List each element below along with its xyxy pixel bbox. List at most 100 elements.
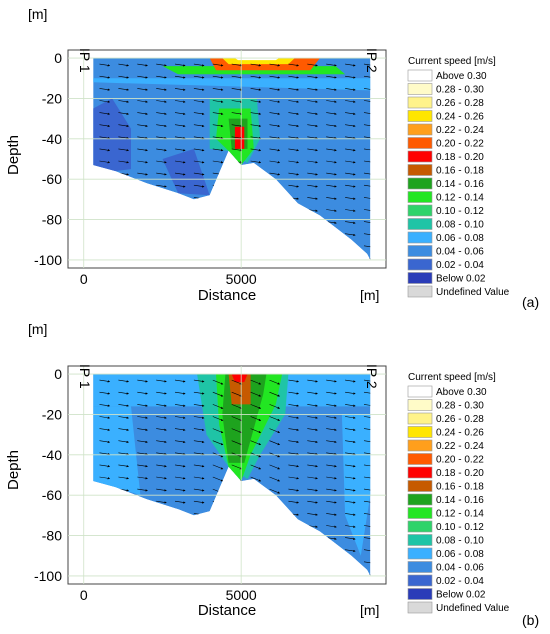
- velocity-arrow: [174, 75, 186, 79]
- speed-field: [93, 58, 371, 260]
- legend-entry-label: 0.04 - 0.06: [436, 563, 484, 574]
- legend-entry-label: 0.08 - 0.10: [436, 220, 484, 231]
- velocity-arrow: [345, 233, 356, 237]
- legend-swatch: [407, 245, 433, 257]
- velocity-arrow: [326, 416, 337, 419]
- x-tick-label: 0: [80, 587, 88, 603]
- velocity-arrow: [99, 75, 111, 79]
- velocity-arrow: [307, 184, 318, 188]
- velocity-arrow: [326, 464, 337, 468]
- legend-entry-label: Undefined Value: [436, 287, 510, 298]
- legend-swatch: [407, 204, 433, 217]
- velocity-arrow: [99, 391, 111, 395]
- velocity-arrow: [288, 124, 299, 128]
- velocity-arrow: [193, 416, 205, 419]
- velocity-arrow: [307, 476, 318, 480]
- velocity-arrow: [269, 100, 281, 103]
- legend-entry-label: 0.22 - 0.24: [436, 125, 484, 136]
- velocity-arrow: [118, 75, 129, 79]
- velocity-arrow: [156, 500, 167, 504]
- velocity-arrow: [345, 513, 356, 516]
- velocity-arrow: [326, 88, 337, 91]
- velocity-arrow: [345, 379, 356, 383]
- velocity-arrow: [231, 391, 243, 397]
- velocity-arrow: [307, 136, 318, 140]
- velocity-arrow: [137, 428, 148, 432]
- velocity-arrow: [269, 379, 281, 385]
- velocity-arrow: [156, 488, 167, 492]
- x-tick-label: 5000: [226, 271, 257, 287]
- velocity-arrow: [250, 136, 262, 140]
- legend-entry-label: Below 0.02: [436, 274, 486, 285]
- velocity-arrow: [326, 124, 337, 128]
- y-tick-label: 0: [54, 50, 62, 66]
- velocity-arrow: [269, 172, 281, 176]
- velocity-arrow: [212, 416, 224, 421]
- speed-zone: [93, 406, 141, 496]
- velocity-arrow: [307, 112, 318, 116]
- x-axis-label: Distance: [198, 602, 256, 619]
- velocity-arrow: [118, 440, 129, 444]
- velocity-arrow: [193, 75, 205, 79]
- velocity-arrow: [174, 172, 186, 176]
- legend-entry-label: 0.12 - 0.14: [436, 193, 484, 204]
- legend-entry-label: 0.06 - 0.08: [436, 233, 484, 244]
- velocity-arrow: [363, 75, 371, 78]
- velocity-arrow: [326, 440, 337, 444]
- legend-entry-label: Above 0.30: [436, 71, 487, 82]
- speed-zone: [93, 78, 371, 91]
- velocity-arrow: [212, 100, 224, 103]
- velocity-arrow: [231, 148, 243, 152]
- velocity-arrow: [137, 100, 148, 103]
- velocity-arrow: [363, 452, 371, 455]
- velocity-arrow: [137, 404, 148, 407]
- velocity-arrow: [288, 416, 299, 419]
- legend-swatch: [407, 439, 433, 452]
- grid-lines: [68, 50, 386, 268]
- velocity-arrow: [193, 172, 205, 176]
- velocity-arrow: [118, 416, 129, 419]
- velocity-arrow: [193, 160, 205, 164]
- velocity-arrow: [118, 428, 129, 432]
- velocity-arrow: [345, 197, 356, 200]
- velocity-arrow: [250, 404, 262, 409]
- velocity-arrow: [288, 379, 299, 383]
- velocity-arrow: [345, 172, 356, 176]
- velocity-arrow: [231, 404, 243, 409]
- legend-swatch: [407, 574, 433, 587]
- velocity-arrow: [156, 404, 167, 407]
- legend-entry-label: 0.12 - 0.14: [436, 509, 484, 520]
- section-start-label: IP 1: [77, 364, 93, 389]
- velocity-arrow: [269, 391, 281, 397]
- velocity-arrow: [345, 136, 356, 140]
- velocity-arrow: [288, 428, 299, 432]
- velocity-arrow: [99, 124, 111, 128]
- velocity-arrow: [307, 124, 318, 128]
- velocity-arrow: [231, 63, 243, 67]
- legend-entry-label: 0.06 - 0.08: [436, 549, 484, 560]
- velocity-arrow: [345, 428, 356, 432]
- velocity-arrow: [193, 464, 205, 468]
- y-axis-unit: [m]: [28, 6, 47, 22]
- velocity-arrow: [288, 464, 299, 468]
- velocity-arrow: [363, 500, 371, 503]
- speed-field: [93, 374, 371, 576]
- velocity-arrow: [288, 75, 299, 79]
- velocity-arrow: [174, 88, 186, 91]
- velocity-arrow: [269, 464, 281, 470]
- velocity-arrow: [212, 148, 224, 152]
- velocity-arrow: [193, 112, 205, 116]
- velocity-arrow: [345, 452, 356, 456]
- velocity-arrow: [118, 136, 129, 140]
- velocity-arrow: [307, 197, 318, 200]
- legend-swatch: [407, 218, 433, 230]
- velocity-arrow: [345, 525, 356, 528]
- velocity-arrow: [174, 184, 186, 188]
- velocity-arrow: [231, 112, 243, 116]
- velocity-arrow: [118, 100, 129, 103]
- panel-letter: (a): [522, 294, 539, 310]
- velocity-arrow: [363, 221, 371, 224]
- velocity-arrow: [363, 428, 371, 431]
- velocity-arrow: [345, 160, 356, 164]
- velocity-arrow: [288, 476, 299, 480]
